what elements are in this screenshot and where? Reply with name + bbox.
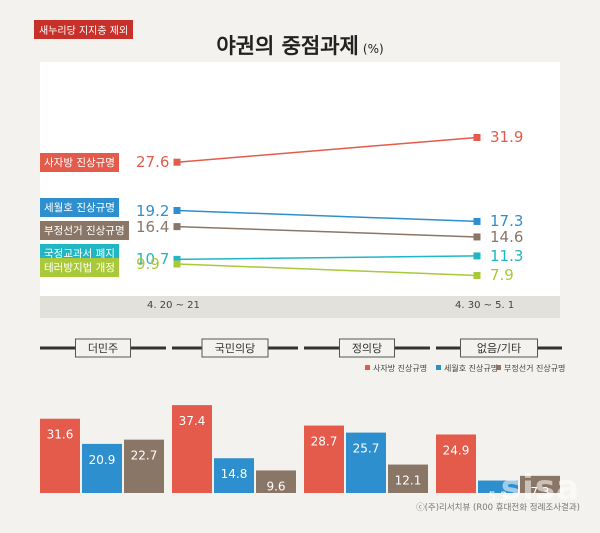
value-end-1: 17.3 [490, 212, 524, 231]
bar-value-3-1: 5.3 [488, 490, 507, 504]
bar-value-0-1: 20.9 [89, 453, 116, 467]
bar-value-2-0: 28.7 [311, 435, 338, 449]
bar-value-1-2: 9.6 [266, 479, 285, 493]
legend-label-0: 사자방 진상규명 [373, 363, 427, 373]
point-end-3 [473, 252, 481, 260]
point-start-3 [173, 255, 181, 263]
series-label-0: 사자방 진상규명 [40, 153, 119, 173]
point-start-2 [173, 223, 181, 231]
value-start-1: 19.2 [136, 201, 170, 220]
value-end-3: 11.3 [490, 246, 524, 265]
series-line-1 [176, 209, 478, 223]
point-end-4 [473, 271, 481, 279]
legend-swatch-0 [365, 365, 370, 370]
legend-label-1: 세월호 진상규명 [444, 363, 498, 373]
series-label-2: 부정선거 진상규명 [40, 220, 129, 240]
title-unit: (%) [362, 42, 384, 56]
category-box-1 [201, 338, 269, 358]
title-text: 야권의 중점과제 [216, 34, 359, 58]
value-start-2: 16.4 [136, 217, 170, 236]
bar-2-2 [388, 464, 428, 493]
series-line-0 [176, 136, 478, 163]
category-label-1: 국민의당 [215, 342, 255, 355]
point-start-4 [173, 260, 181, 268]
series-line-2 [176, 225, 478, 238]
series-label-1: 세월호 진상규명 [40, 197, 119, 217]
value-start-3: 10.7 [136, 250, 170, 269]
watermark: sisa [500, 468, 580, 508]
point-start-0 [173, 158, 181, 166]
bar-2-1 [346, 432, 386, 493]
legend-swatch-1 [436, 365, 441, 370]
bar-3-2 [520, 475, 560, 493]
value-end-2: 14.6 [490, 227, 524, 246]
date-band [40, 296, 560, 318]
bar-0-2 [124, 439, 164, 493]
bar-value-1-0: 37.4 [179, 414, 206, 428]
bar-1-1 [214, 458, 254, 493]
bar-value-3-0: 24.9 [443, 443, 470, 457]
bar-value-2-2: 12.1 [395, 474, 422, 488]
value-end-0: 31.9 [490, 128, 524, 147]
bar-2-0 [304, 425, 344, 493]
bar-0-0 [40, 418, 80, 493]
value-end-4: 7.9 [490, 266, 514, 285]
value-start-4: 9.9 [136, 254, 160, 273]
bar-value-3-2: 7.3 [530, 485, 549, 499]
subgroup-tag: 새누리당 지지층 제외 [34, 20, 134, 39]
bar-value-0-2: 22.7 [131, 449, 158, 463]
legend-swatch-2 [496, 365, 501, 370]
category-label-0: 더민주 [88, 342, 118, 355]
category-label-2: 정의당 [352, 342, 382, 355]
category-label-3: 없음/기타 [477, 342, 521, 355]
bar-value-2-1: 25.7 [353, 442, 380, 456]
series-line-3 [176, 255, 478, 261]
series-line-4 [176, 263, 478, 277]
point-start-1 [173, 207, 181, 214]
bar-3-0 [436, 434, 476, 493]
category-box-2 [339, 338, 395, 358]
legend-label-2: 부정선거 진상규명 [504, 363, 565, 373]
bar-value-0-0: 31.6 [47, 428, 74, 442]
point-end-2 [473, 233, 481, 241]
bar-1-2 [256, 470, 296, 493]
category-box-3 [460, 338, 538, 358]
series-label-4: 테러방지법 개정 [40, 257, 119, 277]
point-end-0 [473, 133, 481, 141]
category-box-0 [75, 338, 131, 358]
x-label-1: 4. 20 ~ 21 [147, 300, 200, 311]
bar-3-1 [478, 480, 518, 493]
bar-0-1 [82, 443, 122, 493]
point-end-1 [473, 217, 481, 225]
bar-value-1-1: 14.8 [221, 467, 248, 481]
value-start-0: 27.6 [136, 153, 170, 172]
chart-title: 야권의 중점과제 (%) [0, 30, 600, 60]
bar-1-0 [172, 405, 212, 493]
x-label-2: 4. 30 ~ 5. 1 [455, 300, 515, 311]
source-credit: ⓒ(주)리서치뷰 (R00 휴대전화 정례조사결과) [416, 503, 580, 513]
